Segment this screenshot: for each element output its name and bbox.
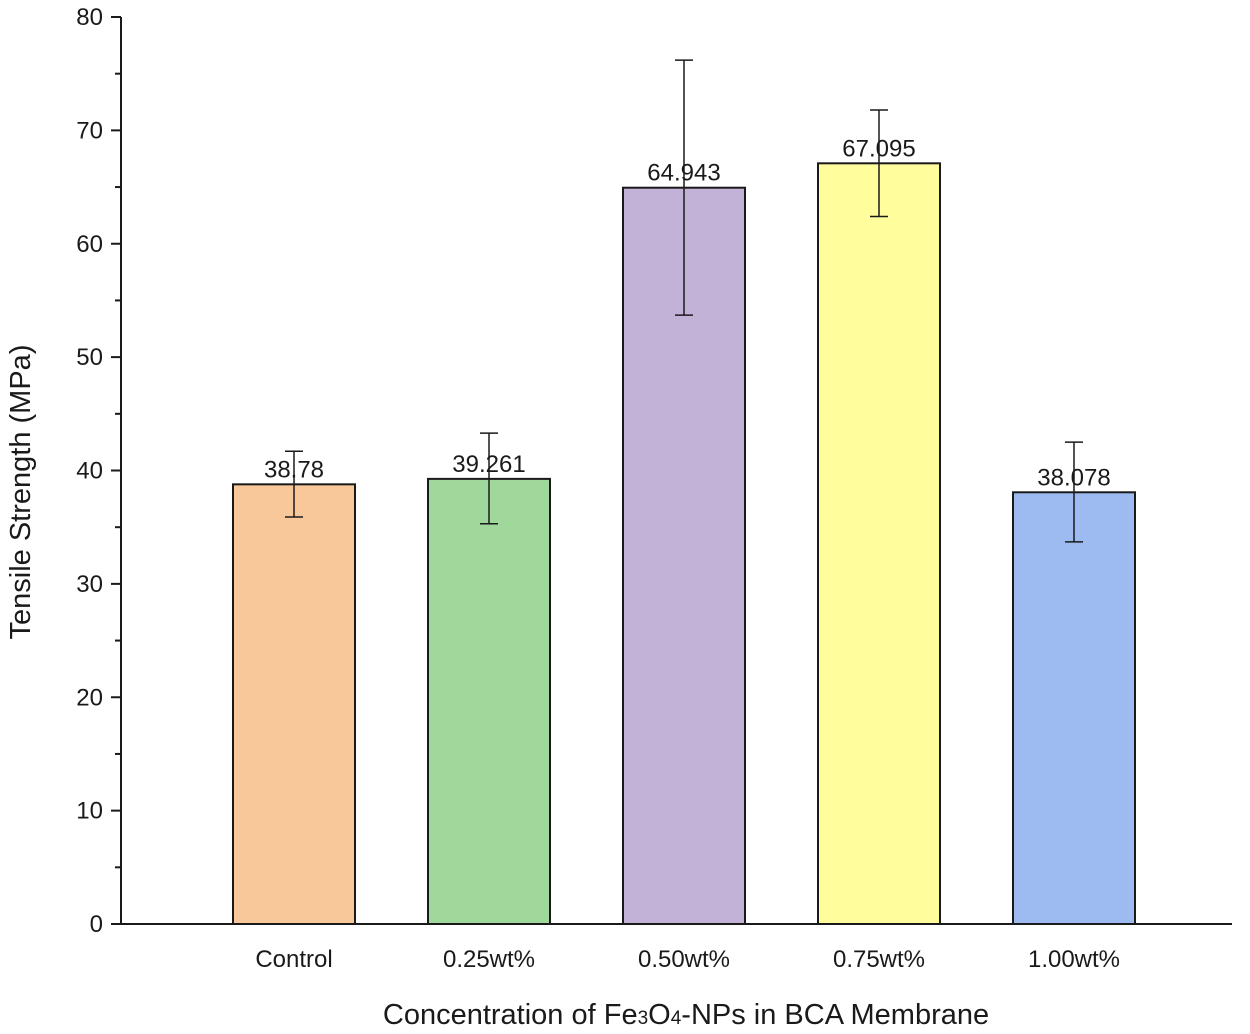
data-label-1: 38.78 [264,456,324,483]
bar-5 [1012,491,1136,925]
x-category-label-3: 0.50wt% [638,946,730,973]
x-axis-title-sub-4: 4 [671,1008,682,1029]
y-tick-label: 10 [76,798,103,825]
y-axis-title: Tensile Strength (MPa) [5,345,37,640]
y-tick-label: 80 [76,4,103,31]
bar-4 [817,162,941,926]
data-label-3: 64.943 [647,160,720,187]
error-bars-layer [285,59,1083,543]
x-axis-title-part-3: -NPs in BCA Membrane [681,999,989,1031]
y-tick-label: 0 [90,911,103,938]
bar-1 [232,483,356,925]
x-axis-title-part-2: O [648,999,671,1031]
data-label-2: 39.261 [452,451,525,478]
y-tick-label: 30 [76,571,103,598]
data-label-4: 67.095 [842,135,915,162]
y-tick-label: 50 [76,344,103,371]
x-category-label-2: 0.25wt% [443,946,535,973]
x-category-label-1: Control [255,946,332,973]
x-category-label-5: 1.00wt% [1028,946,1120,973]
x-axis-title-part-1: Concentration of Fe [383,999,638,1031]
x-axis-title-sub-3: 3 [638,1008,649,1029]
y-tick-label: 70 [76,117,103,144]
axes-layer [111,16,1232,925]
bar-2 [427,477,551,925]
x-category-label-4: 0.75wt% [833,946,925,973]
y-tick-label: 60 [76,231,103,258]
y-tick-label: 40 [76,458,103,485]
y-tick-label: 20 [76,684,103,711]
x-axis-title: Concentration of Fe3O4-NPs in BCA Membra… [383,999,989,1031]
labels-layer: 0 10 20 30 40 50 60 70 80 38.78 Control 39.261 0.25w… [76,4,1120,973]
data-label-5: 38.078 [1037,464,1110,491]
